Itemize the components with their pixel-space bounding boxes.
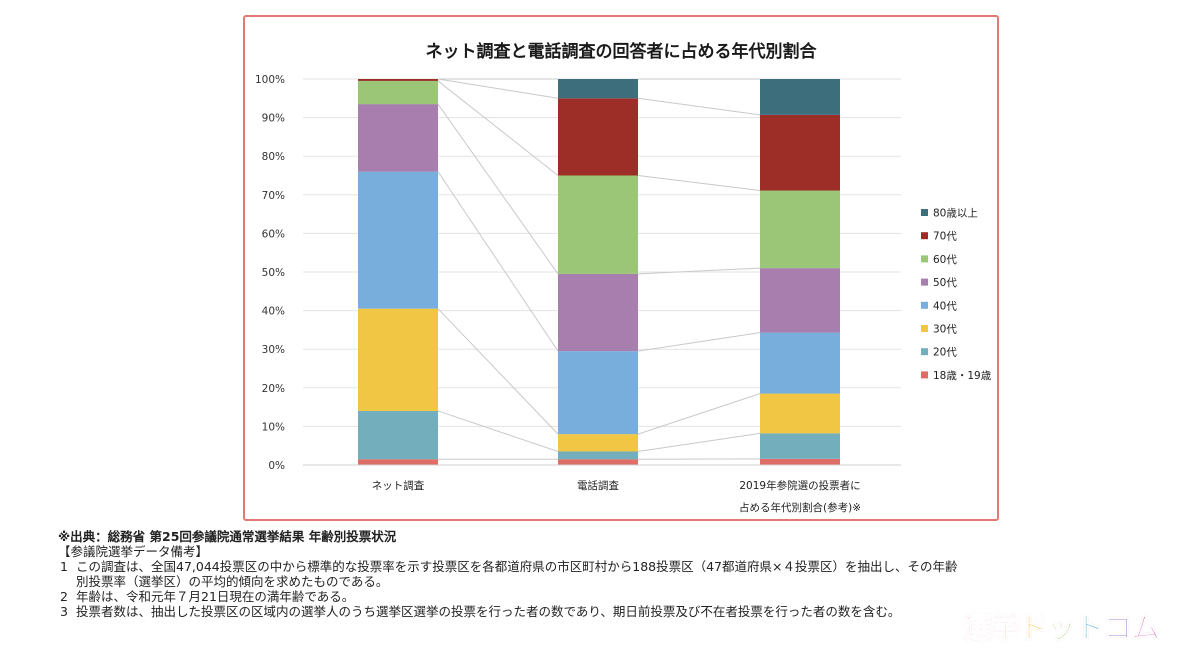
legend-label: 18歳・19歳 bbox=[933, 370, 992, 382]
y-tick-label: 100% bbox=[255, 74, 285, 86]
series-connector-line bbox=[437, 308, 559, 435]
series-connector-line bbox=[637, 97, 761, 116]
legend-swatch bbox=[921, 348, 928, 356]
legend-swatch bbox=[921, 371, 928, 379]
bar-segment bbox=[358, 171, 438, 309]
series-connector-line bbox=[437, 80, 559, 176]
bar-segment bbox=[558, 175, 638, 274]
y-tick-label: 40% bbox=[262, 306, 285, 318]
series-connector-line bbox=[437, 410, 559, 452]
y-tick-label: 30% bbox=[262, 344, 285, 356]
y-tick-label: 0% bbox=[268, 460, 285, 472]
bar-segment bbox=[558, 79, 638, 99]
legend-label: 30代 bbox=[933, 324, 957, 336]
notes-section: ※出典：総務省 第25回参議院通常選挙結果 年齢別投票状況 【参議院選挙データ備… bbox=[58, 529, 958, 619]
bar-segment bbox=[358, 459, 438, 465]
source-note: ※出典：総務省 第25回参議院通常選挙結果 年齢別投票状況 bbox=[58, 529, 397, 544]
bar-segment bbox=[558, 459, 638, 465]
bar-segment bbox=[358, 410, 438, 460]
series-connector-line bbox=[437, 171, 559, 352]
note-text: この調査は、全国47,044投票区の中から標準的な投票率を示す投票区を各都道府県… bbox=[76, 559, 958, 589]
notes-heading: 【参議院選挙データ備考】 bbox=[58, 544, 209, 559]
y-tick-label: 90% bbox=[262, 113, 285, 125]
note-text: 年齢は、令和元年７月21日現在の満年齢である。 bbox=[76, 589, 355, 604]
note-number: 2 bbox=[60, 589, 68, 604]
series-connector-line bbox=[437, 103, 559, 275]
legend-swatch bbox=[921, 325, 928, 332]
bar-segment bbox=[760, 433, 840, 459]
brand-logo-letter: ド bbox=[1019, 611, 1049, 646]
note-item: 3 投票者数は、抽出した投票区の区域内の選挙人のうち選挙区選挙の投票を行った者の… bbox=[58, 604, 958, 619]
legend-label: 20代 bbox=[933, 347, 957, 359]
y-tick-label: 70% bbox=[262, 190, 285, 202]
series-connector-line bbox=[637, 332, 761, 352]
series-connector-line bbox=[637, 393, 761, 435]
x-category-label: 2019年参院選の投票者に bbox=[739, 479, 860, 492]
note-item: 2 年齢は、令和元年７月21日現在の満年齢である。 bbox=[58, 589, 958, 604]
chart-frame: ネット調査と電話調査の回答者に占める年代別割合 0% 10% 20% 30% 40% 50… bbox=[243, 15, 999, 521]
bar-segment bbox=[760, 114, 840, 191]
x-category-label: 電話調査 bbox=[577, 479, 619, 492]
note-number: 3 bbox=[60, 604, 68, 619]
bar-segment bbox=[358, 308, 438, 411]
legend-label: 40代 bbox=[933, 300, 957, 312]
legend-label: 50代 bbox=[933, 277, 957, 289]
x-category-label: 占める年代別割合(参考)※ bbox=[739, 501, 861, 514]
series-connector-line bbox=[437, 78, 559, 99]
bar-segment bbox=[760, 332, 840, 394]
brand-logo-letter: 挙 bbox=[991, 611, 1021, 646]
bar-segment bbox=[558, 273, 638, 352]
brand-logo-letter: コ bbox=[1103, 611, 1133, 646]
brand-logo-letter: 選 bbox=[962, 611, 992, 646]
y-tick-label: 50% bbox=[262, 267, 285, 279]
bar-segment bbox=[558, 351, 638, 435]
x-category-label: ネット調査 bbox=[372, 479, 425, 492]
series-connector-line bbox=[637, 267, 761, 275]
note-item: 1 この調査は、全国47,044投票区の中から標準的な投票率を示す投票区を各都道… bbox=[58, 559, 958, 589]
bar-segment bbox=[558, 98, 638, 176]
series-connector-line bbox=[637, 175, 761, 192]
bar-segment bbox=[558, 451, 638, 460]
legend-swatch bbox=[921, 301, 928, 309]
brand-logo-letter: ム bbox=[1131, 611, 1161, 646]
bar-segment bbox=[760, 393, 840, 434]
y-tick-label: 10% bbox=[262, 421, 285, 433]
brand-logo-letter: ト bbox=[1075, 611, 1105, 646]
bar-segment bbox=[358, 79, 438, 81]
brand-logo-letter: ッ bbox=[1047, 611, 1077, 646]
y-tick-label: 20% bbox=[262, 383, 285, 395]
bar-segment bbox=[760, 190, 840, 269]
y-tick-label: 60% bbox=[262, 228, 285, 240]
bar-segment bbox=[558, 434, 638, 452]
bar-segment bbox=[358, 80, 438, 105]
stacked-bar-chart: 0% 10% 20% 30% 40% 50% 60% 70% 80% 90% 100% ネット調査 電話… bbox=[255, 74, 992, 514]
brand-logo: 選挙ドットコム bbox=[962, 605, 1161, 647]
legend-swatch bbox=[921, 255, 928, 263]
legend-swatch bbox=[921, 209, 928, 216]
y-tick-label: 80% bbox=[262, 151, 285, 163]
chart-title: ネット調査と電話調査の回答者に占める年代別割合 bbox=[425, 42, 817, 62]
note-text: 投票者数は、抽出した投票区の区域内の選挙人のうち選挙区選挙の投票を行った者の数で… bbox=[76, 604, 901, 619]
legend-label: 70代 bbox=[933, 231, 957, 243]
legend-swatch bbox=[921, 278, 928, 286]
bar-segment bbox=[358, 104, 438, 172]
note-number: 1 bbox=[60, 559, 68, 574]
legend-swatch bbox=[921, 232, 928, 240]
series-connector-line bbox=[637, 432, 761, 452]
bar-segment bbox=[760, 79, 840, 115]
bar-segment bbox=[760, 268, 840, 333]
bar-segment bbox=[760, 458, 840, 465]
legend-label: 80歳以上 bbox=[933, 208, 978, 220]
legend-label: 60代 bbox=[933, 254, 957, 266]
